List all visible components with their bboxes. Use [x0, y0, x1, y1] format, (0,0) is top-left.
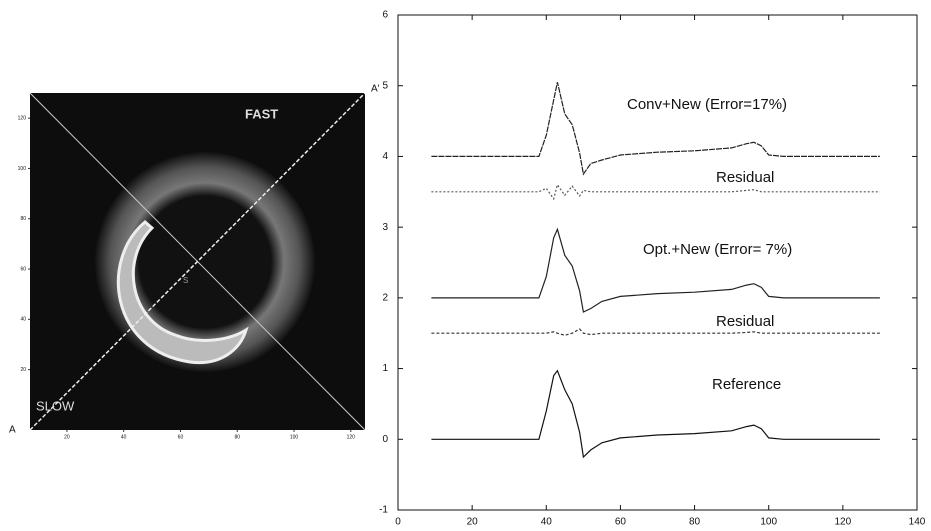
x-tick-label: 40: [541, 517, 553, 528]
label-s: S: [183, 276, 188, 285]
series-label: Residual: [716, 169, 774, 186]
series-line: [431, 328, 880, 336]
y-tick-label: 100: [18, 166, 27, 172]
x-tick-label: 140: [909, 517, 926, 528]
y-tick-label: 120: [18, 115, 27, 121]
label-a: A: [9, 425, 16, 436]
y-tick-label: 0: [382, 434, 388, 445]
x-tick-label: 120: [347, 434, 356, 440]
y-tick-label: 80: [20, 216, 26, 222]
x-tick-label: 0: [395, 517, 401, 528]
y-tick-label: 6: [382, 10, 388, 21]
x-tick-label: 100: [760, 517, 777, 528]
x-tick-label: 20: [467, 517, 479, 528]
y-tick-label: 1: [382, 363, 388, 374]
series-label: Opt.+New (Error= 7%): [643, 241, 792, 258]
x-tick-label: 20: [64, 434, 70, 440]
x-tick-label: 60: [178, 434, 184, 440]
series-label: Conv+New (Error=17%): [627, 96, 787, 113]
x-tick-label: 60: [615, 517, 627, 528]
series-line: [431, 227, 880, 313]
plot-frame: [397, 14, 918, 511]
x-tick-label: 80: [234, 434, 240, 440]
x-tick-label: 100: [290, 434, 299, 440]
label-slow: SLOW: [36, 398, 75, 413]
series-line: [431, 82, 880, 176]
series-line: [431, 183, 880, 201]
series-line: [431, 369, 880, 459]
y-tick-label: 3: [382, 222, 388, 233]
label-a-prime: A': [371, 84, 380, 95]
x-tick-label: 80: [689, 517, 701, 528]
y-tick-label: 4: [382, 151, 388, 162]
y-tick-label: 40: [20, 317, 26, 323]
mr-image: [29, 92, 366, 431]
y-tick-label: 2: [382, 292, 388, 303]
series-label: Residual: [716, 313, 774, 330]
x-tick-label: 120: [835, 517, 852, 528]
y-tick-label: 5: [382, 80, 388, 91]
crescent: [116, 220, 249, 365]
x-tick-label: 40: [121, 434, 127, 440]
diagonal: [29, 92, 366, 431]
series-label: Reference: [712, 376, 781, 393]
y-tick-label: -1: [379, 505, 388, 516]
y-tick-label: 60: [20, 266, 26, 272]
label-fast: FAST: [245, 106, 278, 121]
y-tick-label: 20: [20, 367, 26, 373]
